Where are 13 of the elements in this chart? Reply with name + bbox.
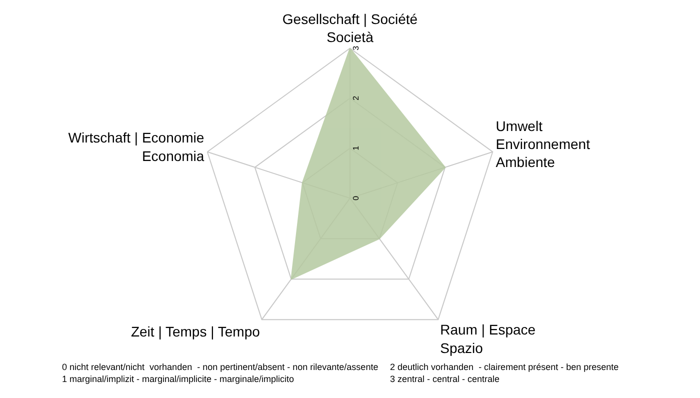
text: 0 nicht relevant/nicht vorhanden - non pertinent/absent - non rilevante/assente (62, 362, 378, 372)
spoke-label: Wirtschaft | Economie Economia (68, 130, 204, 164)
text: 3 zentral - central - centrale (390, 374, 500, 384)
spoke-label: Umwelt Environnement Ambiente (496, 118, 590, 170)
y-tick-label: 1 (352, 145, 360, 150)
y-tick-label: 3 (352, 45, 360, 50)
spoke-label: Raum | Espace Spazio (440, 322, 536, 356)
spoke-label: Gesellschaft | Société Società (282, 10, 418, 46)
y-tick-label: 2 (352, 95, 360, 100)
text: 1 marginal/implizit - marginal/implicite - marginale/implicito (62, 374, 294, 384)
spoke-label: Zeit | Temps | Tempo (130, 323, 260, 340)
y-tick-label: 0 (352, 195, 360, 200)
text: 2 deutlich vorhanden - clairement présent - ben presente (390, 362, 619, 372)
